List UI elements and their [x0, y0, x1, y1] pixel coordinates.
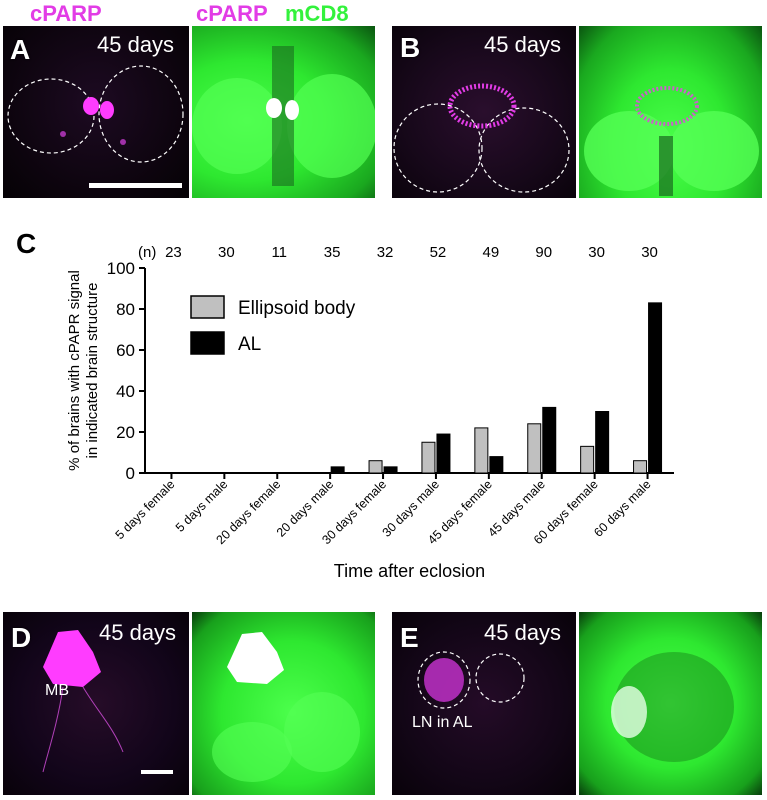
panel-b-merge-drawing — [584, 86, 759, 196]
n-value-label: 52 — [430, 244, 447, 261]
bar-al — [489, 456, 504, 474]
n-header-label: (n) — [138, 244, 156, 261]
panel-e-merge-image — [579, 612, 762, 795]
bar-al — [330, 466, 345, 474]
bar-ellipsoid-body — [527, 423, 542, 474]
bar-al — [648, 302, 663, 474]
x-category-label: 60 days male — [591, 477, 654, 540]
legend-label-al: AL — [238, 334, 261, 355]
panel-b-cparp-image: B 45 days — [392, 26, 576, 198]
n-value-label: 11 — [271, 244, 287, 261]
panel-a-days-label: 45 days — [97, 32, 175, 57]
legend-swatch-al — [190, 331, 225, 355]
x-axis-label: Time after eclosion — [334, 561, 485, 581]
x-category-label: 20 days male — [274, 477, 337, 540]
panel-letter-d: D — [11, 622, 32, 653]
panel-a-merge-drawing — [192, 46, 375, 186]
panel-d-days-label: 45 days — [99, 620, 177, 645]
panel-d-cparp-drawing — [42, 630, 173, 774]
panel-e-days-label: 45 days — [484, 620, 562, 645]
n-value-label: 49 — [483, 244, 500, 261]
panel-e-merge-drawing — [611, 652, 734, 762]
y-axis-label-line1: % of brains with cPAPR signal — [66, 270, 83, 471]
bar-al — [542, 406, 557, 474]
panel-b-days-label: 45 days — [484, 32, 562, 57]
legend-swatch-ellipsoid-body — [190, 295, 225, 319]
x-category-label: 20 days female — [214, 477, 284, 547]
x-category-label: 5 days male — [173, 477, 231, 535]
panel-e-ln-label: LN in AL — [412, 714, 473, 731]
n-value-label: 23 — [165, 244, 182, 261]
panel-d-mb-label: MB — [45, 682, 69, 699]
panel-letter-c: C — [16, 228, 37, 259]
panel-d-merge-drawing — [212, 632, 360, 782]
y-tick-label: 20 — [116, 423, 135, 442]
panel-letter-a: A — [10, 34, 31, 65]
y-tick-label: 0 — [126, 464, 135, 483]
panel-e-cparp-drawing — [417, 651, 525, 709]
x-category-label: 45 days female — [425, 477, 495, 547]
panel-letter-e: E — [400, 622, 419, 653]
y-tick-label: 40 — [116, 382, 135, 401]
n-value-label: 32 — [377, 244, 394, 261]
legend-cparp-pair: cPARP — [196, 1, 268, 26]
bar-ellipsoid-body — [368, 460, 383, 474]
y-tick-label: 80 — [116, 300, 135, 319]
n-value-label: 30 — [218, 244, 235, 261]
x-category-label: 30 days female — [319, 477, 389, 547]
x-category-label: 5 days female — [113, 477, 178, 542]
legend-mcd8-pair: mCD8 — [285, 1, 349, 26]
x-category-label: 45 days male — [485, 477, 548, 540]
legend-label-ellipsoid-body: Ellipsoid body — [238, 298, 356, 319]
bar-al — [436, 433, 451, 474]
panel-letter-b: B — [400, 32, 421, 63]
bar-ellipsoid-body — [633, 460, 648, 474]
panel-b-cparp-drawing — [393, 83, 570, 193]
panel-d-cparp-image: D 45 days MB — [3, 612, 189, 795]
n-value-label: 90 — [535, 244, 552, 261]
panel-d-merge-image — [192, 612, 375, 795]
bar-ellipsoid-body — [421, 441, 436, 474]
x-category-label: 30 days male — [380, 477, 443, 540]
bar-ellipsoid-body — [580, 445, 595, 474]
bar-al — [383, 466, 398, 474]
n-value-label: 30 — [641, 244, 658, 261]
y-axis-label-line2: in indicated brain structure — [84, 283, 101, 459]
panel-a-cparp-drawing — [7, 65, 184, 188]
panel-b-merge-image — [579, 26, 762, 198]
legend-cparp-a: cPARP — [30, 1, 102, 26]
panel-a-cparp-image: A 45 days — [3, 26, 189, 198]
bar-ellipsoid-body — [474, 427, 489, 474]
panel-e-cparp-image: E 45 days LN in AL — [392, 612, 576, 795]
n-value-label: 35 — [324, 244, 341, 261]
y-tick-label: 60 — [116, 341, 135, 360]
bar-al — [595, 411, 610, 474]
panel-a-merge-image — [192, 26, 375, 198]
n-value-label: 30 — [588, 244, 605, 261]
x-category-label: 60 days female — [531, 477, 601, 547]
y-tick-label: 100 — [107, 259, 135, 278]
